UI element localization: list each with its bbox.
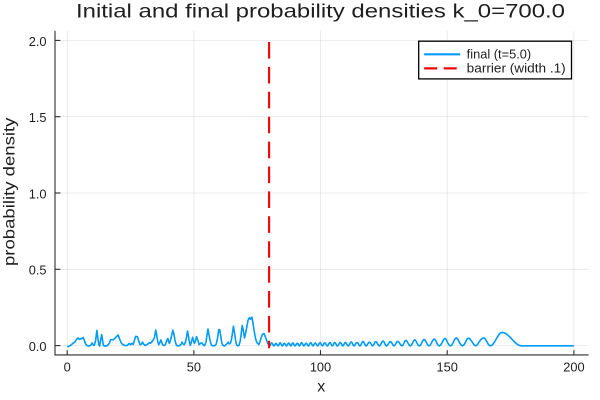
svg-text:probability density: probability density <box>2 117 19 266</box>
svg-text:2.0: 2.0 <box>29 34 47 49</box>
svg-text:100: 100 <box>310 360 331 375</box>
svg-text:150: 150 <box>437 360 458 375</box>
svg-text:x: x <box>317 379 325 396</box>
svg-text:final (t=5.0): final (t=5.0) <box>467 48 532 62</box>
svg-text:0.5: 0.5 <box>29 263 47 278</box>
svg-text:Initial and final probability: Initial and final probability densities … <box>76 1 565 23</box>
svg-text:50: 50 <box>187 360 201 375</box>
svg-text:200: 200 <box>563 360 584 375</box>
svg-text:1.0: 1.0 <box>29 186 47 201</box>
svg-text:barrier (width .1): barrier (width .1) <box>467 62 566 76</box>
svg-text:0.0: 0.0 <box>29 339 47 354</box>
svg-text:1.5: 1.5 <box>29 110 47 125</box>
svg-text:0: 0 <box>64 360 71 375</box>
